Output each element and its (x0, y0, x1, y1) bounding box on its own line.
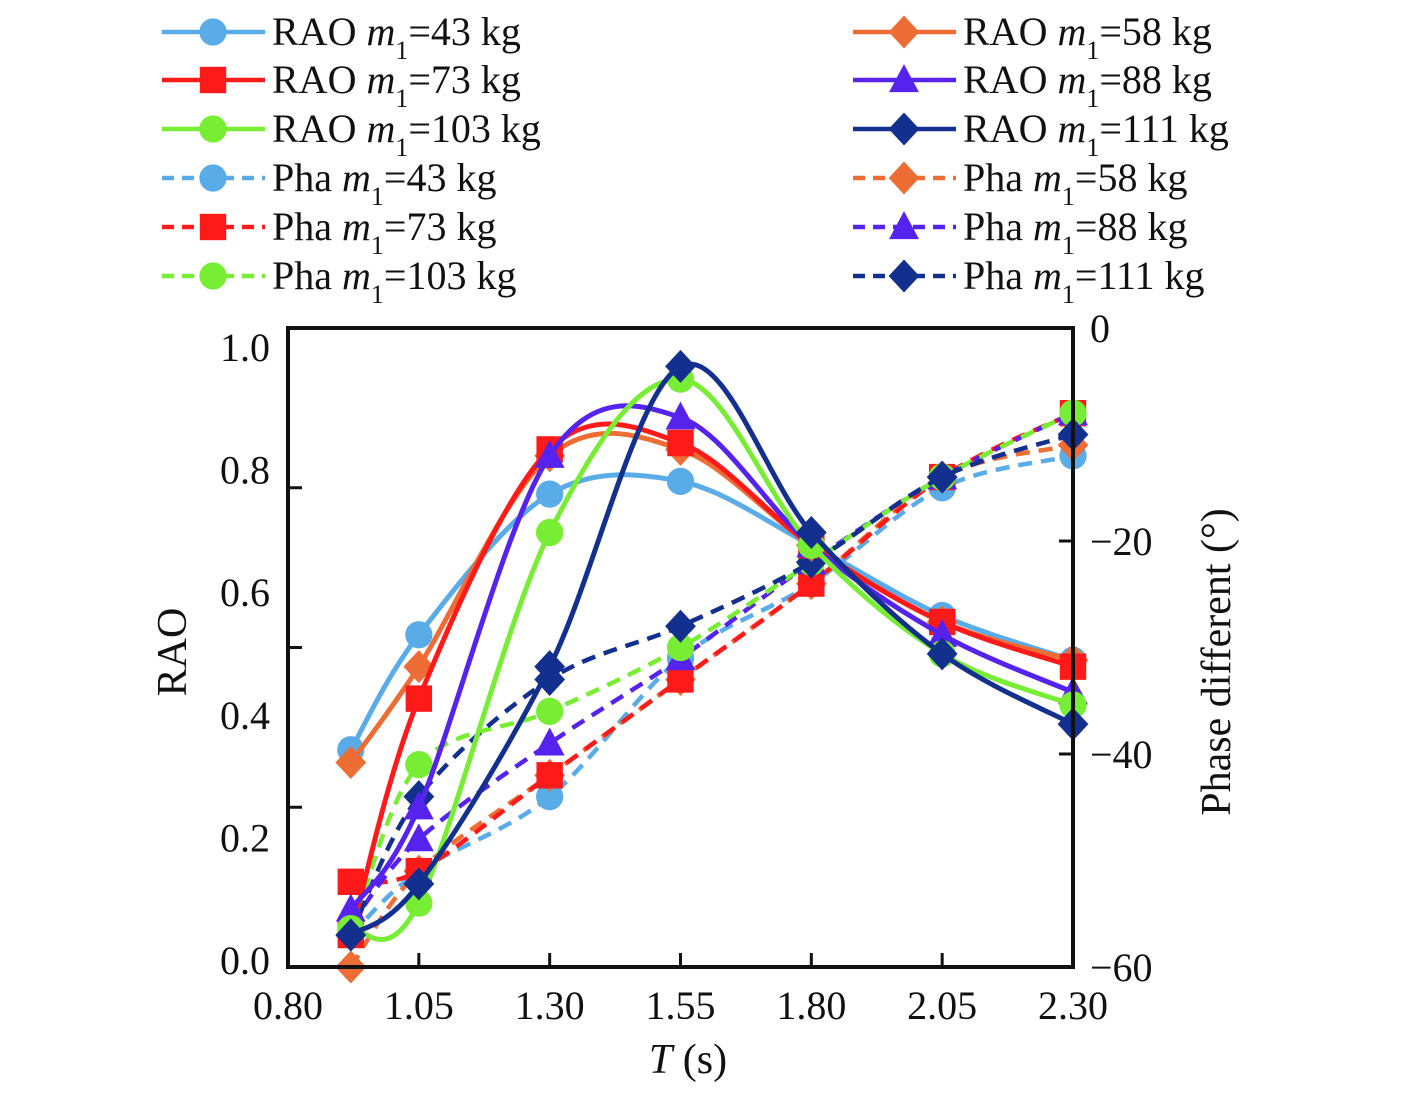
data-point (403, 791, 434, 820)
legend-swatch-marker (888, 259, 920, 293)
legend-swatch-marker (888, 15, 920, 49)
legend-swatch-marker (199, 164, 227, 192)
y-tick-label: 0.8 (220, 448, 270, 493)
x-tick-label: 2.30 (1038, 983, 1108, 1028)
series-line (348, 403, 1075, 911)
legend-label: Pha m1=73 kg (272, 204, 496, 260)
legend-label: Pha m1=103 kg (272, 253, 516, 309)
legend-label: RAO m1=111 kg (963, 106, 1229, 162)
legend-swatch-marker (199, 18, 227, 46)
legend-item: RAO m1=43 kg (162, 9, 521, 65)
x-tick-label: 0.80 (253, 983, 323, 1028)
data-point (403, 823, 434, 852)
series-layer (335, 349, 1089, 984)
y2-axis-title: Phase different (°) (1194, 508, 1240, 816)
legend-item: Pha m1=58 kg (853, 155, 1187, 211)
legend-item: Pha m1=43 kg (162, 155, 496, 211)
data-point (534, 650, 566, 684)
y-tick-label: 0.2 (220, 815, 270, 860)
legend-label: Pha m1=111 kg (963, 253, 1204, 309)
x-tick-label: 1.30 (515, 983, 585, 1028)
data-point (536, 762, 563, 789)
legend-swatch-marker (888, 112, 920, 146)
data-point (666, 467, 695, 495)
legend-item: RAO m1=111 kg (853, 106, 1229, 162)
data-point (927, 618, 958, 647)
y-axis-title: RAO (150, 608, 196, 697)
data-point (666, 633, 695, 662)
data-point (795, 515, 827, 549)
data-point (405, 751, 433, 779)
legend-label: RAO m1=88 kg (963, 57, 1212, 113)
legend-swatch-marker (888, 161, 920, 195)
legend-label: RAO m1=103 kg (272, 106, 541, 162)
x-axis-title: T (s) (649, 1037, 727, 1083)
legend-item: Pha m1=88 kg (853, 204, 1187, 260)
x-tick-label: 1.05 (384, 983, 454, 1028)
series-line (348, 421, 1074, 936)
x-axis-unit: (s) (672, 1037, 727, 1083)
data-point (405, 685, 433, 712)
data-point (536, 782, 564, 811)
legend-item: RAO m1=73 kg (162, 57, 521, 113)
legend-swatch-marker (889, 211, 919, 240)
legend-swatch-marker (199, 115, 227, 143)
legend-label: RAO m1=43 kg (272, 9, 521, 65)
series-line (348, 430, 1074, 764)
y2-tick-label: −60 (1090, 945, 1153, 990)
y2-tick-label: 0 (1090, 306, 1110, 351)
data-point (667, 666, 694, 693)
axis-ticks: 0.80 1.05 1.30 1.55 1.80 2.05 2.30 1.0 0.8 0.6 0.4… (220, 306, 1153, 1028)
legend-label: Pha m1=88 kg (963, 204, 1187, 260)
legend-item: RAO m1=88 kg (853, 57, 1212, 113)
legend-swatch-marker (199, 213, 227, 241)
series-pha-111kg (335, 418, 1089, 952)
y-tick-label: 1.0 (220, 325, 270, 370)
legend-swatch-marker (199, 66, 227, 94)
x-tick-label: 1.80 (776, 983, 846, 1028)
data-point (534, 727, 565, 756)
series-rao-111kg (335, 349, 1089, 952)
legend-label: Pha m1=43 kg (272, 155, 496, 211)
legend-label: Pha m1=58 kg (963, 155, 1187, 211)
y-tick-label: 0.0 (220, 938, 270, 983)
legend-item: Pha m1=111 kg (853, 253, 1204, 309)
data-point (667, 429, 694, 457)
data-point (926, 460, 958, 494)
legend-item: RAO m1=103 kg (162, 106, 541, 162)
data-point (536, 518, 564, 547)
x-tick-label: 2.05 (907, 983, 977, 1028)
data-point (534, 439, 565, 468)
series-line (348, 442, 1074, 969)
legend-item: RAO m1=58 kg (853, 9, 1212, 65)
series-pha-58kg (335, 428, 1089, 984)
y2-tick-label: −20 (1090, 519, 1153, 564)
legend-item: Pha m1=103 kg (162, 253, 516, 309)
y2-tick-label: −40 (1090, 732, 1153, 777)
data-point (536, 697, 564, 726)
data-point (665, 401, 696, 430)
data-point (536, 480, 564, 508)
data-point (665, 349, 696, 383)
x-axis-var: T (649, 1037, 675, 1083)
data-point (405, 621, 433, 649)
data-point (335, 893, 366, 922)
data-point (665, 609, 696, 643)
data-point (926, 637, 958, 671)
series-rao-73kg (337, 421, 1087, 949)
data-point (335, 746, 367, 780)
data-point (403, 867, 435, 901)
x-tick-label: 1.55 (646, 983, 716, 1028)
legend-item: Pha m1=73 kg (162, 204, 496, 260)
y-tick-label: 0.4 (220, 693, 270, 738)
legend-label: RAO m1=58 kg (963, 9, 1212, 65)
y-tick-label: 0.6 (220, 570, 270, 615)
data-point (335, 918, 367, 952)
series-pha-43kg (337, 442, 1087, 949)
legend-swatch-marker (889, 64, 919, 93)
legend-swatch-marker (199, 262, 227, 290)
legend-label: RAO m1=73 kg (272, 57, 521, 113)
